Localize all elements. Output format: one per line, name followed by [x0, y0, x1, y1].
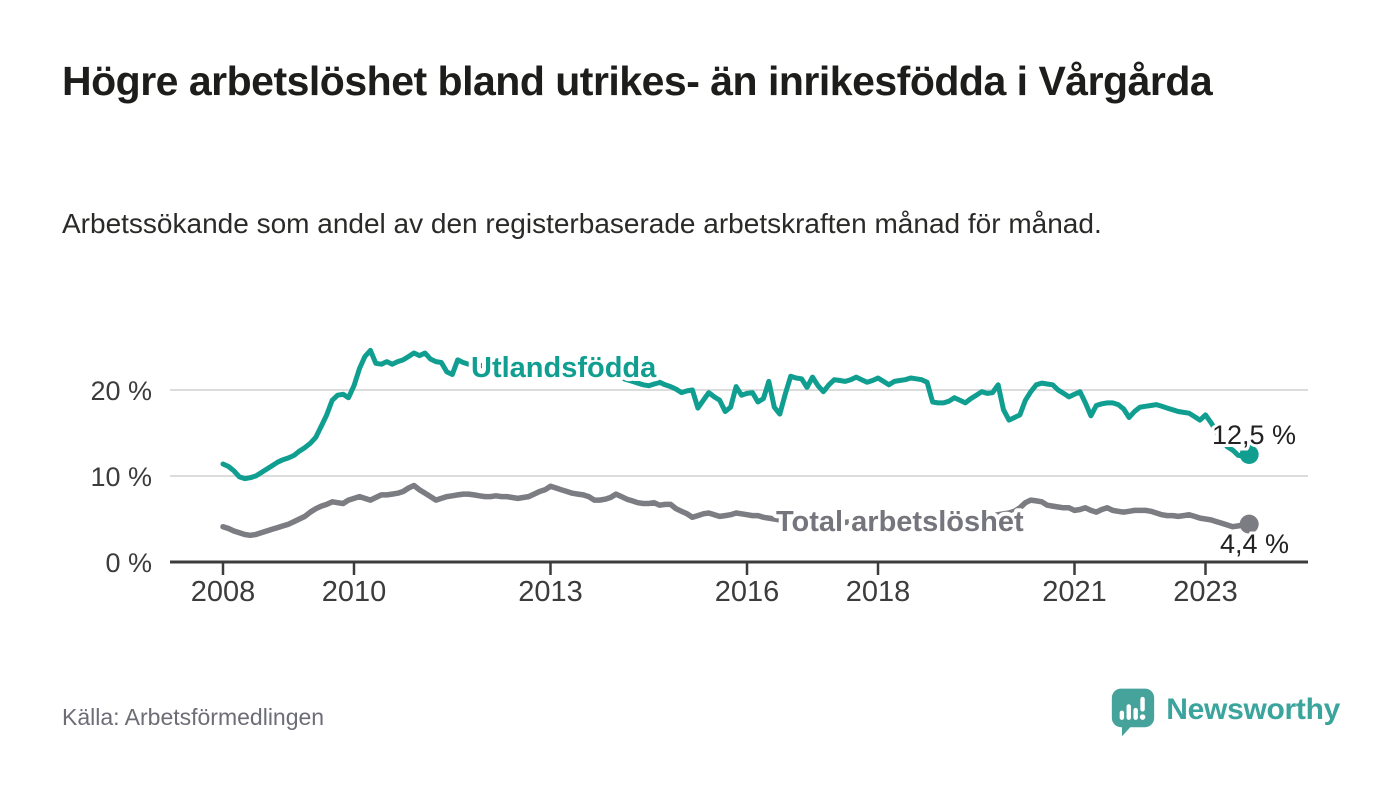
x-axis-label-2008: 2008 [191, 576, 256, 608]
series-line-total [220, 482, 1252, 539]
series-end-dot-total [1239, 514, 1259, 534]
series-label-utlandsfodda: Utlandsfödda [471, 352, 657, 384]
x-axis-label-2016: 2016 [715, 576, 780, 608]
series-end-dot-utlandsfodda [1239, 445, 1259, 464]
newsworthy-logo-icon [1112, 688, 1155, 737]
y-axis-label-0: 0 % [105, 548, 152, 578]
x-axis-label-2018: 2018 [846, 576, 911, 608]
end-value-label-total: 4,4 % [1220, 529, 1289, 559]
chart-subtitle: Arbetssökande som andel av den registerb… [62, 208, 1102, 239]
x-axis-label-2023: 2023 [1173, 576, 1238, 608]
x-axis-label-2010: 2010 [322, 576, 387, 608]
newsworthy-logo: Newsworthy [1110, 686, 1340, 739]
end-value-label-utlandsfodda: 12,5 % [1212, 420, 1296, 450]
x-axis-label-2013: 2013 [518, 576, 583, 608]
y-axis-label-20: 20 % [90, 376, 152, 406]
series-label-total: Total arbetslöshet [776, 506, 1024, 538]
newsworthy-logo-text: Newsworthy [1166, 692, 1340, 726]
chart-title: Högre arbetslöshet bland utrikes- än inr… [62, 58, 1213, 104]
series-line-utlandsfodda [220, 347, 1252, 482]
y-axis-label-10: 10 % [90, 462, 152, 492]
source-attribution: Källa: Arbetsförmedlingen [62, 704, 325, 730]
x-axis-label-2021: 2021 [1042, 576, 1107, 608]
